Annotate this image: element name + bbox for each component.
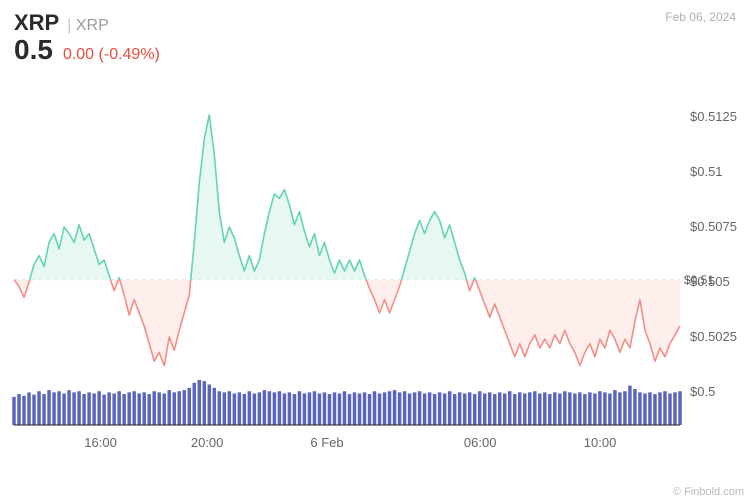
svg-text:10:00: 10:00 <box>584 435 617 450</box>
svg-text:6 Feb: 6 Feb <box>310 435 343 450</box>
svg-text:06:00: 06:00 <box>464 435 497 450</box>
svg-text:$0.5: $0.5 <box>690 384 715 399</box>
chart-svg: $0.51$0.5125$0.51$0.5075$0.505$0.5025$0.… <box>0 75 750 480</box>
symbol-name: XRP <box>14 10 59 36</box>
chart-header: XRP XRP Feb 06, 2024 <box>0 0 750 36</box>
current-price: 0.5 <box>14 34 53 66</box>
svg-text:20:00: 20:00 <box>191 435 224 450</box>
price-change: 0.00 (-0.49%) <box>63 46 160 64</box>
change-pct: (-0.49%) <box>99 46 160 63</box>
svg-text:$0.5075: $0.5075 <box>690 219 737 234</box>
svg-text:$0.505: $0.505 <box>690 274 730 289</box>
price-row: 0.5 0.00 (-0.49%) <box>0 34 750 66</box>
svg-text:$0.5025: $0.5025 <box>690 329 737 344</box>
ticker-code: XRP <box>67 17 109 35</box>
chart-date: Feb 06, 2024 <box>665 10 736 24</box>
svg-text:$0.51: $0.51 <box>690 164 723 179</box>
svg-text:16:00: 16:00 <box>84 435 117 450</box>
svg-text:$0.5125: $0.5125 <box>690 109 737 124</box>
title-row: XRP XRP <box>14 10 109 36</box>
change-abs: 0.00 <box>63 46 94 63</box>
chart-credit: © Finbold.com <box>673 486 744 498</box>
price-chart: $0.51$0.5125$0.51$0.5075$0.505$0.5025$0.… <box>0 75 750 480</box>
